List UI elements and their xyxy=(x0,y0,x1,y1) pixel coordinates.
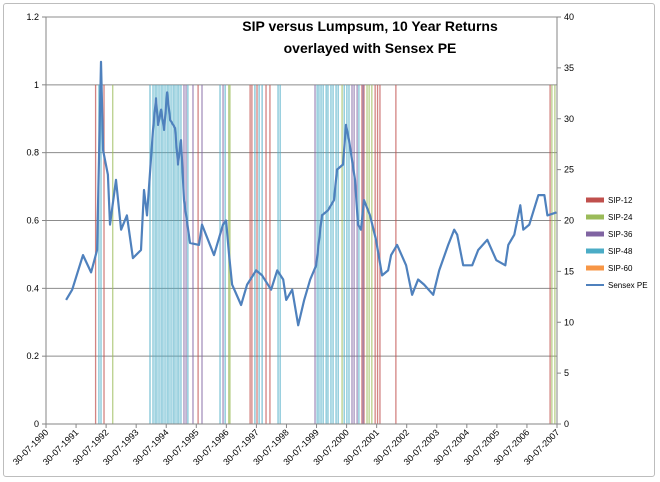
right-axis-tick-label: 10 xyxy=(564,317,574,327)
left-axis-tick-label: 0.6 xyxy=(26,216,39,226)
right-axis-tick-label: 0 xyxy=(564,419,569,429)
legend-label: SIP-24 xyxy=(608,213,633,222)
right-axis-tick-label: 30 xyxy=(564,114,574,124)
legend-swatch-sip-36 xyxy=(586,231,604,237)
sensex-pe-line xyxy=(65,60,557,327)
legend-label: SIP-60 xyxy=(608,264,633,273)
legend-swatch-sip-12 xyxy=(586,197,604,203)
chart-frame xyxy=(3,3,655,477)
legend-label: Sensex PE xyxy=(608,281,648,290)
right-axis-tick-label: 15 xyxy=(564,266,574,276)
legend-swatch-sip-48 xyxy=(586,248,604,254)
legend-label: SIP-48 xyxy=(608,247,633,256)
left-axis-tick-label: 0.8 xyxy=(26,148,39,158)
legend-swatch-sip-60 xyxy=(586,265,604,271)
left-axis-tick-label: 0.4 xyxy=(26,283,39,293)
legend: SIP-12 SIP-24 SIP-36 SIP-48 SIP-60 Sensex PE xyxy=(586,196,648,290)
left-axis-tick-label: 0.2 xyxy=(26,351,39,361)
right-axis-tick-label: 5 xyxy=(564,368,569,378)
right-axis-tick-label: 20 xyxy=(564,216,574,226)
left-axis-tick-label: 0 xyxy=(34,419,39,429)
chart-title-line2: overlayed with Sensex PE xyxy=(284,40,457,56)
left-axis-tick-label: 1 xyxy=(34,80,39,90)
right-axis-tick-label: 35 xyxy=(564,63,574,73)
legend-label: SIP-12 xyxy=(608,196,633,205)
left-axis-tick-label: 1.2 xyxy=(26,12,39,22)
chart-title-line1: SIP versus Lumpsum, 10 Year Returns xyxy=(242,18,498,34)
right-axis-tick-label: 40 xyxy=(564,12,574,22)
right-axis-tick-label: 25 xyxy=(564,165,574,175)
legend-label: SIP-36 xyxy=(608,230,633,239)
legend-swatch-sip-24 xyxy=(586,214,604,220)
